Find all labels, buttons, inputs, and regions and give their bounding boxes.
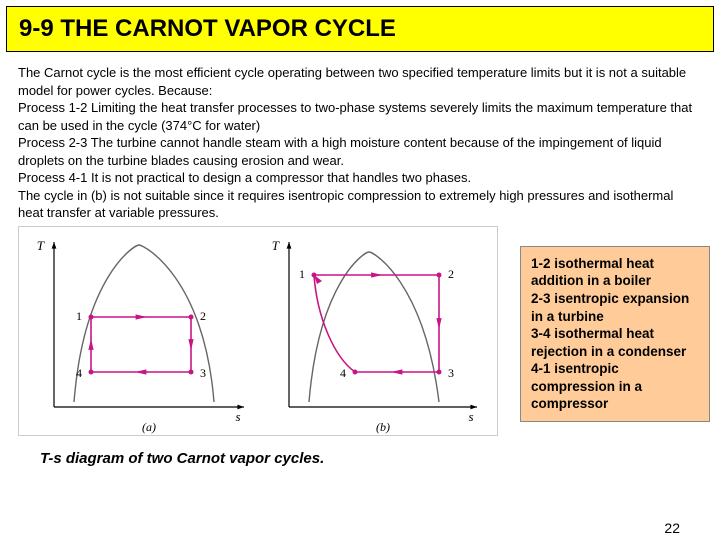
process-list-box: 1-2 isothermal heat addition in a boiler… [520,246,710,422]
title-bar: 9-9 THE CARNOT VAPOR CYCLE [6,6,714,52]
svg-text:1: 1 [299,267,305,281]
ts-diagrams: Ts 1 2 3 4 (a) Ts 1 2 3 4 (b) [18,226,498,436]
svg-text:s: s [235,409,240,424]
svg-text:1: 1 [76,309,82,323]
svg-text:4: 4 [340,366,346,380]
svg-text:(a): (a) [142,420,156,434]
diagram-caption: T-s diagram of two Carnot vapor cycles. [0,436,720,467]
svg-text:2: 2 [200,309,206,323]
svg-text:4: 4 [76,366,82,380]
svg-text:3: 3 [448,366,454,380]
svg-text:2: 2 [448,267,454,281]
svg-text:T: T [37,238,45,253]
body-text: The Carnot cycle is the most efficient c… [0,58,720,226]
svg-text:T: T [272,238,280,253]
page-title: 9-9 THE CARNOT VAPOR CYCLE [19,15,396,42]
svg-text:(b): (b) [376,420,390,434]
page-number: 22 [664,520,680,536]
diagram-row: Ts 1 2 3 4 (a) Ts 1 2 3 4 (b) 1-2 isothermal hea… [0,226,720,436]
svg-text:3: 3 [200,366,206,380]
svg-text:s: s [468,409,473,424]
